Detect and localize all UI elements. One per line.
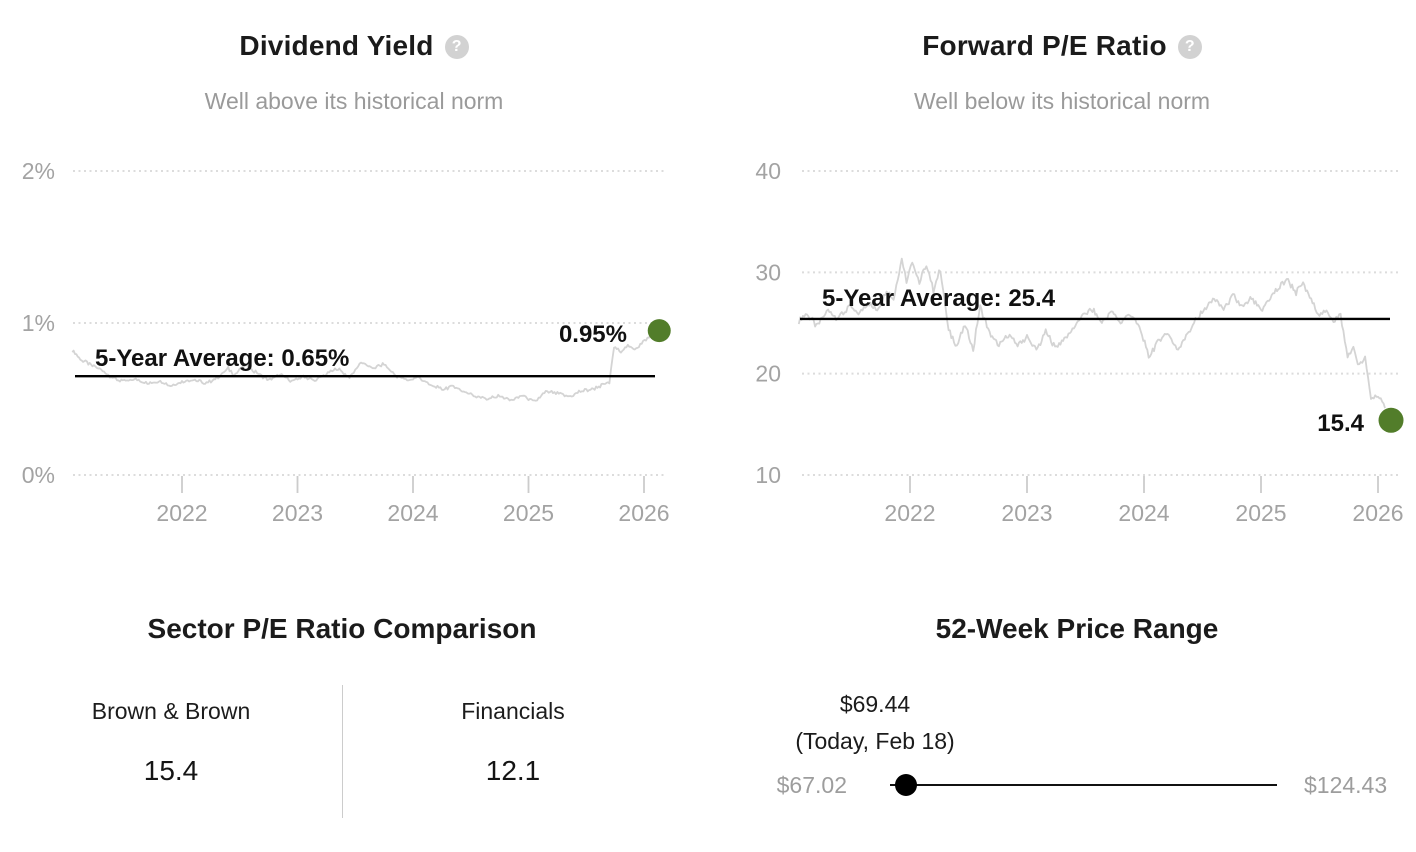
chart-axes-and-series: 10 20 30 40 2022 2023 2024 2025 2026: [755, 158, 1403, 526]
forward-pe-title: Forward P/E Ratio: [922, 30, 1167, 61]
x-axis-tick-label: 2025: [1235, 500, 1286, 526]
forward-pe-chart: 10 20 30 40 2022 2023 2024 2025 2026 5-Year Aver…: [755, 158, 1403, 526]
x-axis-tick-label: 2023: [1001, 500, 1052, 526]
average-line-label: 5-Year Average: 25.4: [822, 285, 1056, 312]
series-line: [71, 332, 654, 402]
y-axis-tick-label: 10: [755, 462, 781, 488]
y-axis-tick-label: 1%: [22, 310, 55, 336]
x-axis-tick-label: 2024: [1118, 500, 1169, 526]
help-icon[interactable]: ?: [444, 35, 469, 59]
forward-pe-subtitle: Well below its historical norm: [913, 88, 1211, 114]
current-value-label: 0.95%: [559, 321, 627, 348]
range-low-label: $67.02: [776, 772, 847, 798]
average-line-label: 5-Year Average: 0.65%: [95, 345, 349, 372]
sector-name-label: Financials: [461, 698, 565, 724]
sector-column: Financials 12.1: [342, 698, 684, 787]
dividend-yield-header: Dividend Yield ?: [0, 30, 708, 62]
dividend-yield-chart: 0% 1% 2% 2022 2023 2024 2025 2026 5-Year Averag…: [22, 158, 671, 526]
y-axis-tick-label: 30: [755, 259, 781, 285]
x-axis-tick-label: 2024: [387, 500, 438, 526]
help-icon[interactable]: ?: [1177, 35, 1202, 59]
current-value-dot: [647, 319, 671, 343]
sector-pe-value: 12.1: [485, 755, 541, 786]
y-axis-tick-label: 20: [755, 361, 781, 387]
forward-pe-panel: Forward P/E Ratio ? Well below its histo…: [708, 0, 1416, 560]
x-axis-tick-label: 2022: [156, 500, 207, 526]
x-axis-tick-label: 2022: [884, 500, 935, 526]
current-price-label: $69.44: [839, 691, 911, 717]
price-range-title: 52-Week Price Range: [935, 613, 1219, 644]
chart-axes-and-series: 0% 1% 2% 2022 2023 2024 2025 2026: [22, 158, 671, 526]
y-axis-tick-label: 2%: [22, 158, 55, 184]
series-line: [797, 257, 1386, 409]
company-name-label: Brown & Brown: [91, 698, 251, 724]
company-pe-value: 15.4: [143, 755, 199, 786]
sector-pe-comparison-panel: Sector P/E Ratio Comparison Brown & Brow…: [0, 580, 708, 852]
dividend-yield-title: Dividend Yield: [239, 30, 434, 61]
x-axis-tick-label: 2023: [272, 500, 323, 526]
forward-pe-header: Forward P/E Ratio ?: [708, 30, 1416, 62]
company-column: Brown & Brown 15.4: [0, 698, 342, 787]
sector-comparison-row: Brown & Brown 15.4 Financials 12.1: [0, 698, 684, 787]
current-value-dot: [1378, 407, 1404, 433]
x-axis-tick-label: 2026: [1352, 500, 1403, 526]
current-value-label: 15.4: [1317, 410, 1364, 437]
current-price-marker[interactable]: [895, 774, 917, 796]
y-axis-tick-label: 0%: [22, 462, 55, 488]
price-range-panel: 52-Week Price Range $69.44 (Today, Feb 1…: [708, 580, 1416, 852]
sector-comparison-title: Sector P/E Ratio Comparison: [147, 613, 537, 644]
x-axis-tick-label: 2025: [503, 500, 554, 526]
price-range-track: [890, 784, 1277, 786]
dividend-yield-panel: Dividend Yield ? Well above its historic…: [0, 0, 708, 560]
range-high-label: $124.43: [1304, 772, 1388, 798]
current-date-label: (Today, Feb 18): [795, 728, 955, 754]
x-axis-tick-label: 2026: [618, 500, 669, 526]
y-axis-tick-label: 40: [755, 158, 781, 184]
column-divider: [342, 685, 343, 818]
dividend-yield-subtitle: Well above its historical norm: [204, 88, 504, 114]
